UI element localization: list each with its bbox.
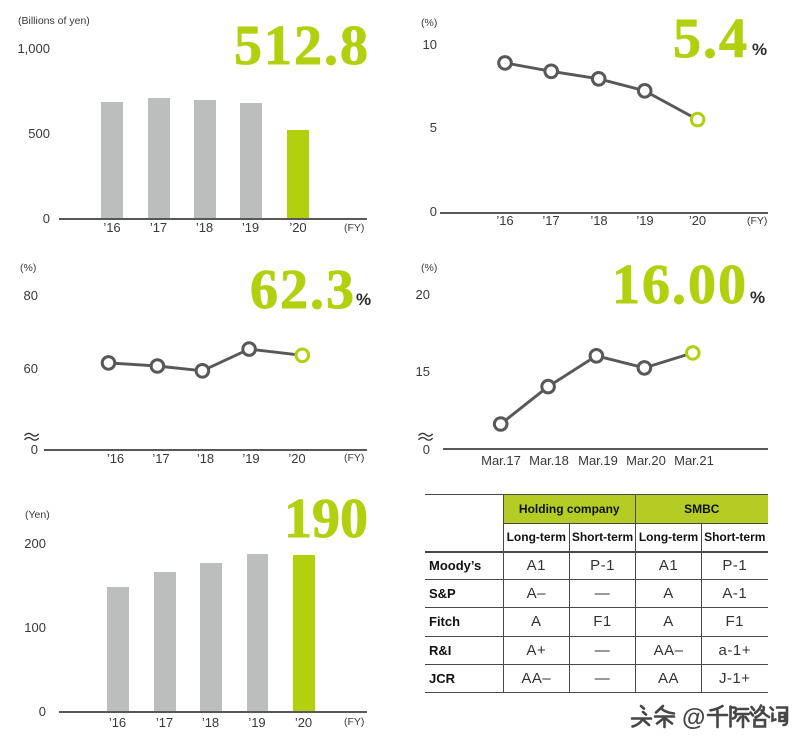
svg-text:@: @ bbox=[682, 705, 705, 732]
